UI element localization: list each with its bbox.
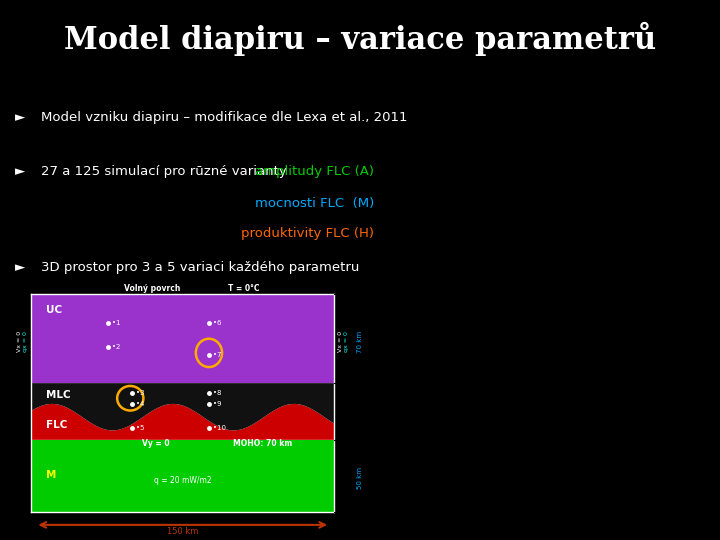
Text: Vy = 0: Vy = 0 [143, 438, 170, 448]
Text: •6: •6 [213, 320, 222, 326]
Text: qx = 0: qx = 0 [343, 331, 348, 352]
Text: Model vzniku diapiru – modifikace dle Lexa et al., 2011: Model vzniku diapiru – modifikace dle Le… [41, 111, 408, 124]
Text: $\rho c_p \dfrac{DT}{Dt} - \nabla \cdot k\nabla T = Q\,,$: $\rho c_p \dfrac{DT}{Dt} - \nabla \cdot … [451, 217, 570, 242]
Text: 3): 3) [388, 296, 401, 309]
Polygon shape [32, 404, 334, 440]
FancyBboxPatch shape [32, 294, 334, 512]
Text: FLC: FLC [45, 421, 67, 430]
Text: ►: ► [14, 165, 25, 178]
Text: Vx = 0: Vx = 0 [338, 331, 343, 352]
Text: $\rho = \rho(T) = \rho_{\mathrm{ref}}\!\left(1 - \alpha(T - T_{\mathrm{ref}})\ri: $\rho = \rho(T) = \rho_{\mathrm{ref}}\!\… [451, 296, 619, 313]
Text: MOHO: 70 km: MOHO: 70 km [233, 438, 292, 448]
Text: $\eta_{\mathrm{eff}} = \eta_0\,\dot{\varepsilon}_{\mathrm{II}}^{1/n-1}\exp\!\lef: $\eta_{\mathrm{eff}} = \eta_0\,\dot{\var… [451, 509, 595, 537]
Text: Model diapiru – variace parametrů: Model diapiru – variace parametrů [64, 22, 656, 56]
Text: 5): 5) [388, 434, 401, 447]
Text: ►: ► [14, 261, 25, 274]
Text: Vx = 0: Vx = 0 [17, 331, 22, 352]
Text: 3D prostor pro 3 a 5 variaci každého parametru: 3D prostor pro 3 a 5 variaci každého par… [41, 261, 359, 274]
Text: •1: •1 [112, 320, 121, 326]
Text: T = 0°C: T = 0°C [228, 284, 259, 293]
Polygon shape [32, 383, 334, 430]
Text: •10: •10 [213, 426, 226, 431]
Text: •8: •8 [213, 389, 222, 396]
Text: $\boldsymbol{\sigma} = 2\eta_{\mathrm{eff}}\,\dot{\varepsilon}\,,$: $\boldsymbol{\sigma} = 2\eta_{\mathrm{ef… [451, 434, 515, 451]
Text: •7: •7 [213, 352, 222, 358]
Text: •4: •4 [136, 401, 145, 407]
Text: 150 km: 150 km [167, 528, 199, 536]
Polygon shape [32, 294, 334, 383]
Text: UC: UC [45, 305, 62, 315]
Text: 4): 4) [388, 367, 401, 380]
Text: •9: •9 [213, 401, 222, 407]
Text: 1): 1) [388, 137, 401, 150]
Text: IPSG: IPSG [567, 61, 611, 75]
Text: $\nabla p - \nabla \cdot \boldsymbol{\sigma}\ =\ -\rho g\,\mathbf{e}_z\,,$
$\nab: $\nabla p - \nabla \cdot \boldsymbol{\si… [451, 137, 578, 169]
Text: 70 km: 70 km [357, 330, 364, 353]
Text: •3: •3 [136, 389, 145, 396]
Text: qx = 0: qx = 0 [23, 331, 28, 352]
Text: produktivity FLC (H): produktivity FLC (H) [241, 227, 374, 240]
Text: q = 20 mW/m2: q = 20 mW/m2 [154, 476, 212, 485]
Text: M: M [45, 470, 56, 480]
Text: •2: •2 [112, 344, 120, 350]
Text: 50 km: 50 km [357, 467, 364, 489]
Polygon shape [32, 440, 334, 512]
Text: •5: •5 [136, 426, 145, 431]
Text: 2): 2) [388, 217, 401, 230]
Text: $\boldsymbol{\sigma} = \boldsymbol{\sigma}(\dot{\varepsilon},\,T,\,p)\,,$: $\boldsymbol{\sigma} = \boldsymbol{\sigm… [451, 367, 536, 385]
Text: ►: ► [14, 111, 25, 124]
Text: mocnosti FLC  (M): mocnosti FLC (M) [255, 197, 374, 210]
Text: Volný povrch: Volný povrch [125, 284, 181, 293]
Text: 6): 6) [388, 509, 401, 522]
Text: MLC: MLC [45, 390, 70, 400]
Text: amplitudy FLC (A): amplitudy FLC (A) [255, 165, 374, 178]
Text: 27 a 125 simulací pro rūzné varianty: 27 a 125 simulací pro rūzné varianty [41, 165, 291, 178]
